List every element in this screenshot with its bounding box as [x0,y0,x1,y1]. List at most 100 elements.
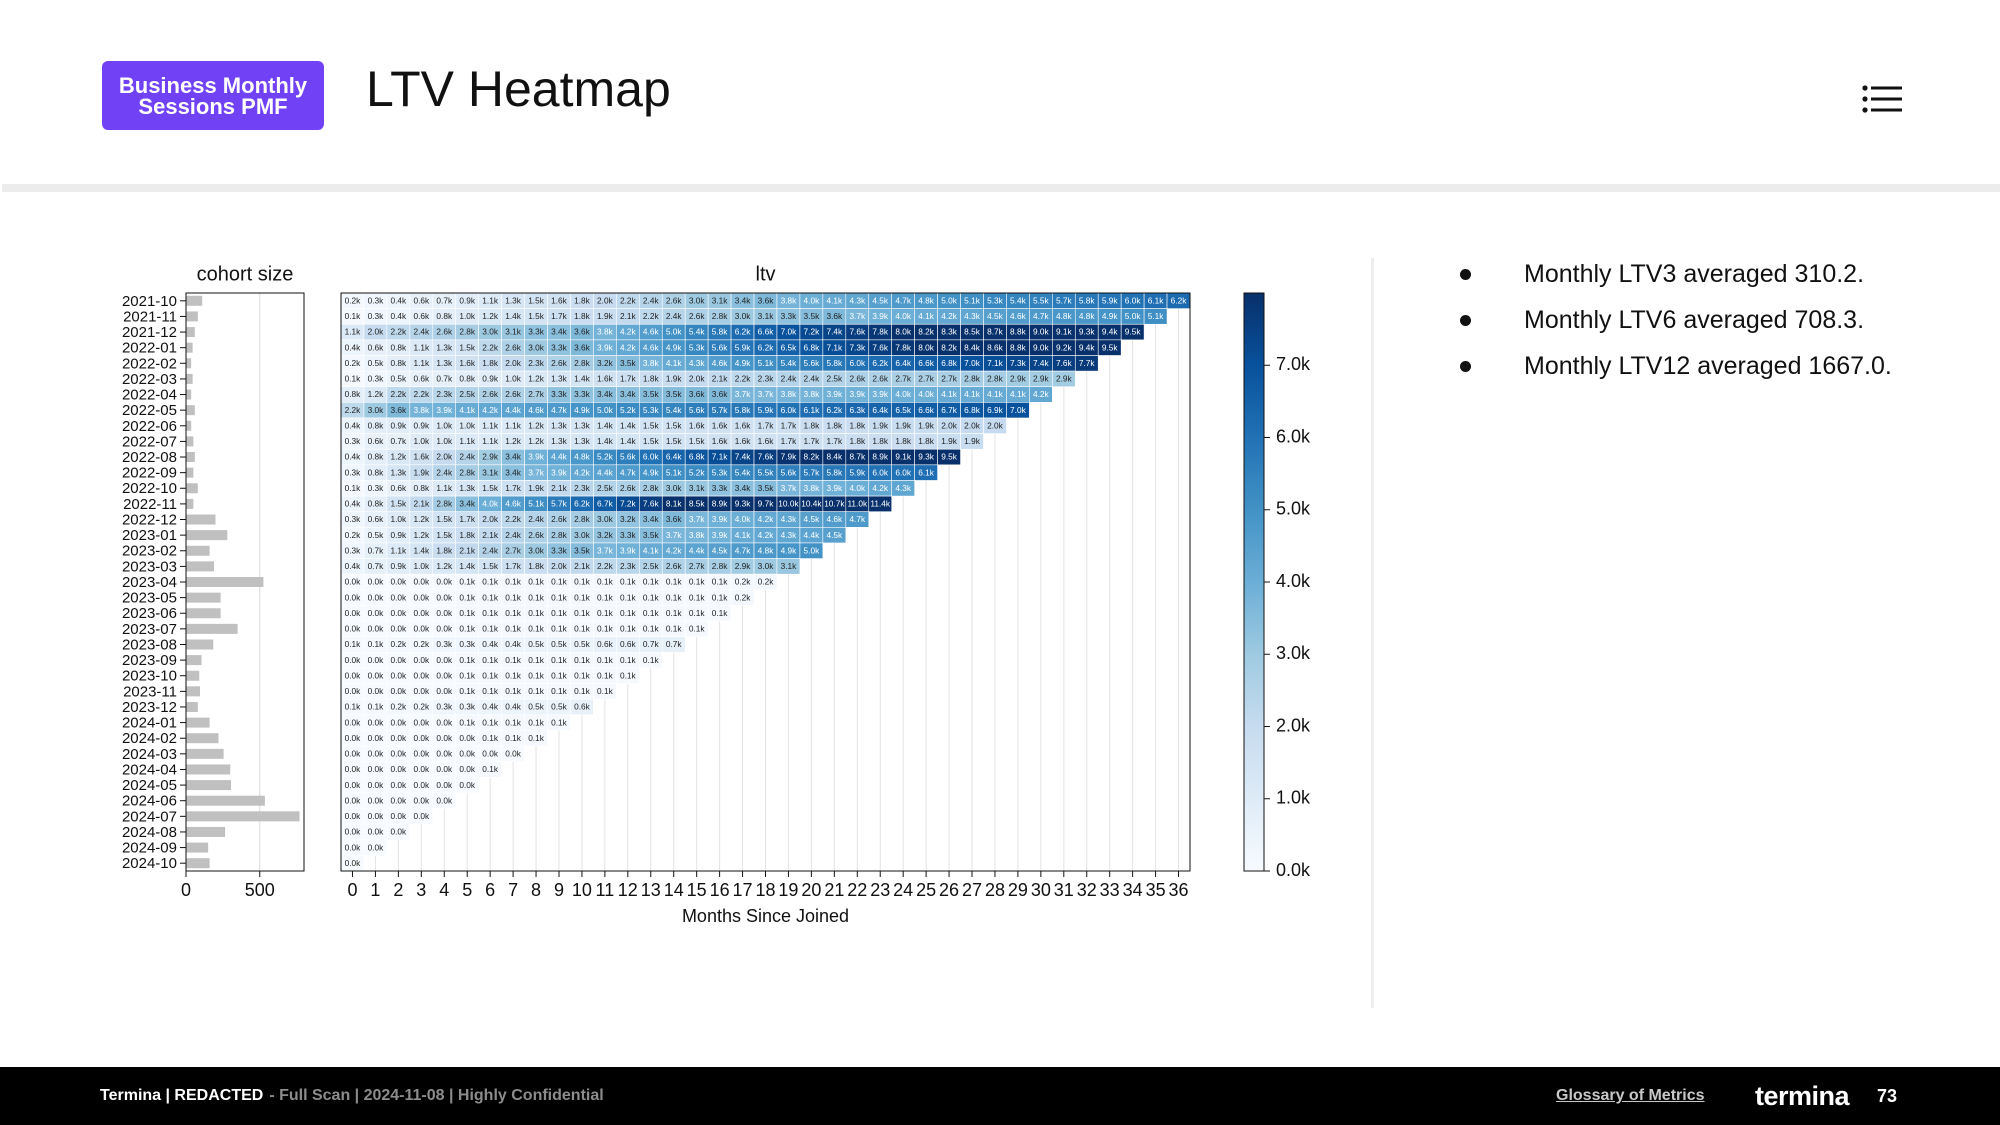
bar [186,311,198,322]
cell-label: 10.0k [778,499,799,509]
cell-label: 7.6k [849,327,866,337]
cell-label: 0.1k [551,670,568,680]
cell-label: 6.2k [826,405,843,415]
cell-label: 1.9k [413,467,430,477]
cell-label: 3.1k [689,483,706,493]
cell-label: 0.1k [574,655,591,665]
cell-label: 5.7k [1056,295,1073,305]
cell-label: 6.8k [964,405,981,415]
cell-label: 0.1k [528,686,545,696]
cell-label: 3.9k [712,514,729,524]
cell-label: 0.3k [368,295,385,305]
cell-label: 4.5k [712,545,729,555]
cell-label: 2.8k [987,374,1004,384]
y-tick-label: 2022-10 [122,480,177,497]
cell-label: 1.9k [597,311,614,321]
cell-label: 1.3k [436,358,453,368]
cell-label: 2.2k [643,311,660,321]
cell-label: 5.6k [620,452,637,462]
cell-label: 5.8k [735,405,752,415]
cell-label: 0.1k [551,686,568,696]
cell-label: 1.5k [436,530,453,540]
colorbar-tick-label: 2.0k [1276,715,1311,735]
cell-label: 0.8k [436,311,453,321]
cell-label: 3.5k [620,358,637,368]
menu-icon[interactable] [1862,84,1904,114]
y-tick-label: 2023-06 [122,605,177,622]
cell-label: 0.1k [574,592,591,602]
cell-label: 0.0k [391,795,408,805]
cell-label: 4.2k [482,405,499,415]
bar [186,826,226,837]
cell-label: 1.0k [459,420,476,430]
cell-label: 1.7k [804,436,821,446]
cell-label: 0.0k [345,795,362,805]
cell-label: 3.0k [597,514,614,524]
heatmap-cell [776,558,801,575]
cell-label: 5.9k [735,342,752,352]
cell-label: 3.4k [643,514,660,524]
cell-label: 1.3k [551,436,568,446]
cell-label: 7.9k [781,452,798,462]
cell-label: 3.3k [551,342,568,352]
cell-label: 5.1k [964,295,981,305]
bullet: Monthly LTV12 averaged 1667.0. [1460,351,1892,381]
cell-label: 5.3k [712,467,729,477]
cell-label: 0.1k [597,577,614,587]
cell-label: 0.2k [391,702,408,712]
cell-label: 1.7k [505,483,522,493]
bar [186,811,300,822]
cell-label: 0.1k [597,608,614,618]
cell-label: 0.2k [413,639,430,649]
cell-label: 9.1k [1056,327,1073,337]
cell-label: 2.0k [941,420,958,430]
cell-label: 1.2k [436,561,453,571]
heatmap-cell [937,448,961,466]
cell-label: 5.0k [804,545,821,555]
cell-label: 4.4k [689,545,706,555]
cell-label: 2.4k [459,452,476,462]
y-tick-label: 2021-12 [122,324,177,341]
colorbar [1243,292,1265,872]
cell-label: 2.8k [712,311,729,321]
cell-label: 9.5k [941,452,958,462]
heatmap-cell [868,495,893,513]
bar [186,467,194,478]
cell-label: 0.4k [482,702,499,712]
cell-label: 4.2k [666,545,683,555]
heatmap-cell [363,839,388,856]
heatmap-cell [616,667,640,684]
heatmap-cell [822,527,847,544]
cell-label: 4.6k [528,405,545,415]
bar [186,389,192,400]
cell-label: 0.1k [666,624,683,634]
cell-label: 9.7k [758,499,775,509]
heatmap-cell [570,698,594,716]
cell-label: 0.1k [551,717,568,727]
cell-label: 0.2k [345,358,362,368]
bar [186,639,214,650]
cell-label: 0.1k [620,577,637,587]
cell-label: 0.1k [505,733,522,743]
cell-label: 6.2k [574,499,591,509]
cell-label: 7.3k [1010,358,1027,368]
cell-label: 1.3k [551,420,568,430]
cell-label: 3.8k [689,530,706,540]
cell-label: 0.1k [345,311,362,321]
cell-label: 0.1k [620,608,637,618]
cell-label: 8.5k [689,499,706,509]
cell-label: 2.4k [781,374,798,384]
cell-label: 3.6k [826,311,843,321]
cell-label: 1.9k [895,420,912,430]
cell-label: 3.0k [482,327,499,337]
cell-label: 3.7k [758,389,775,399]
cell-label: 3.3k [551,545,568,555]
cell-label: 8.1k [666,499,683,509]
cell-label: 3.9k [528,452,545,462]
glossary-link[interactable]: Glossary of Metrics [1556,1087,1705,1104]
cell-label: 8.4k [964,342,981,352]
cell-label: 4.0k [895,311,912,321]
cell-label: 0.3k [345,545,362,555]
cell-label: 9.3k [1079,327,1096,337]
